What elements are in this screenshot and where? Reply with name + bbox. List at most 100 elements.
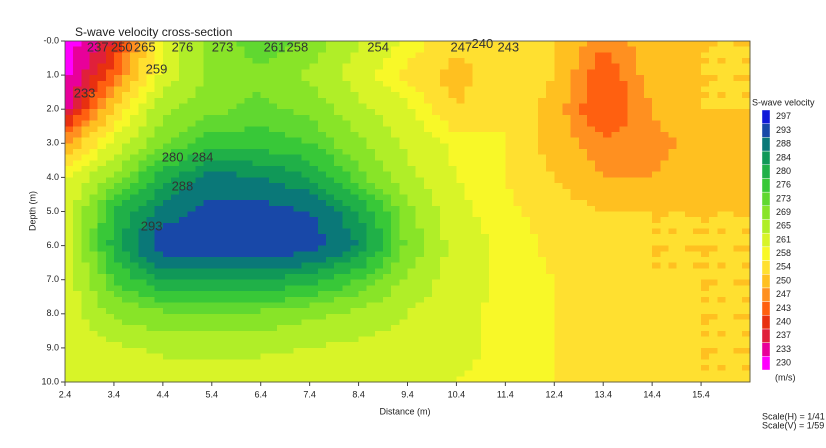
contour-cell [366,63,376,71]
contour-cell [105,177,115,184]
contour-cell [366,251,376,258]
contour-cell [244,302,254,309]
contour-cell [660,183,670,190]
contour-cell [415,188,425,196]
contour-cell [505,228,515,235]
contour-cell [676,46,686,53]
contour-cell [546,222,555,230]
contour-cell [187,205,197,213]
contour-cell [423,376,433,383]
contour-cell [570,251,580,258]
contour-cell [407,75,417,82]
contour-cell [717,183,727,190]
contour-cell [521,86,531,93]
contour-cell [725,160,735,167]
contour-cell [342,86,352,93]
contour-cell [423,211,433,218]
contour-cell [228,239,237,247]
contour-cell [489,69,498,76]
contour-cell [350,359,360,366]
contour-cell [643,296,653,304]
contour-cell [586,302,596,309]
contour-cell [562,92,572,99]
contour-cell [480,46,490,53]
contour-cell [554,137,564,144]
contour-cell [309,222,319,230]
contour-cell [334,103,343,110]
contour-cell [521,228,531,235]
contour-cell [89,347,99,355]
contour-cell [325,92,335,99]
contour-cell [203,262,213,269]
contour-cell [285,177,294,184]
contour-cell [317,313,327,321]
contour-cell [529,364,539,372]
contour-cell [219,52,229,59]
contour-cell [342,291,352,298]
contour-cell [268,347,278,355]
contour-cell [578,200,588,207]
contour-cell [627,97,637,105]
contour-cell [113,285,123,292]
contour-cell [603,370,612,377]
contour-cell [325,137,335,144]
contour-cell [309,285,319,292]
contour-cell [179,114,188,122]
contour-cell [684,52,694,59]
contour-cell [554,234,564,241]
contour-cell [244,137,254,144]
contour-cell [391,148,400,156]
contour-cell [113,217,123,224]
contour-cell [203,188,213,196]
contour-cell [692,217,702,224]
contour-cell [179,285,188,292]
contour-cell [701,262,710,269]
contour-cell [546,279,555,286]
contour-cell [187,239,197,247]
contour-cell [537,370,547,377]
contour-cell [448,52,458,59]
contour-cell [562,194,572,201]
contour-cell [521,92,531,99]
contour-cell [195,268,205,275]
contour-cell [684,325,694,332]
contour-cell [546,183,555,190]
contour-cell [415,183,425,190]
contour-cell [546,58,555,65]
contour-cell [187,69,197,76]
contour-cell [676,274,686,281]
contour-cell [562,239,572,247]
contour-cell [236,52,246,59]
contour-cell [709,262,718,269]
contour-cell [480,131,490,139]
contour-cell [480,183,490,190]
contour-cell [97,97,107,105]
contour-cell [537,75,547,82]
contour-cell [130,126,139,133]
contour-cell [146,234,156,241]
contour-cell [252,342,262,349]
contour-cell [562,268,572,275]
contour-cell [130,222,139,230]
contour-cell [342,274,352,281]
contour-cell [717,256,727,264]
contour-cell [138,63,148,71]
contour-cell [603,75,612,82]
contour-cell [236,285,246,292]
contour-cell [546,188,555,196]
contour-cell [374,268,384,275]
contour-cell [668,183,678,190]
contour-cell [73,69,82,76]
contour-cell [448,166,458,173]
contour-cell [374,131,384,139]
contour-cell [277,325,286,332]
contour-cell [309,274,319,281]
contour-cell [81,291,91,298]
contour-cell [350,126,360,133]
contour-cell [374,63,384,71]
contour-cell [277,319,286,326]
contour-cell [89,342,99,349]
contour-cell [595,330,604,338]
contour-cell [203,194,213,201]
contour-cell [595,245,604,252]
